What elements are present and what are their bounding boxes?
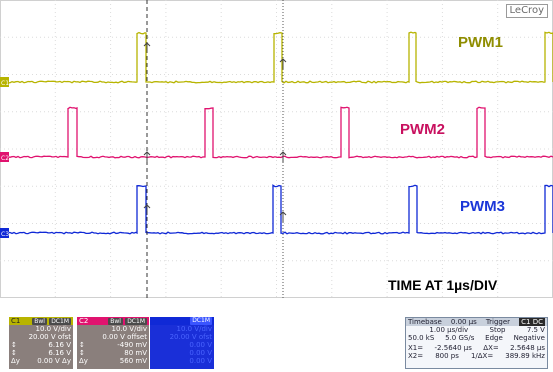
c3-row: 20.00 V ofst xyxy=(169,333,212,341)
waveform-plot: C1 C2 C3 xyxy=(0,0,553,298)
pwm1-label: PWM1 xyxy=(458,34,503,51)
c2-info-panel[interactable]: C2 Bwl DC1M 10.0 V/div 0.00 V offset ↕ -4… xyxy=(77,317,149,369)
c1-row: ↕ 6.16 V xyxy=(11,341,71,349)
c2-row: ↕ -490 mV xyxy=(79,341,147,349)
c1-row: 10.0 V/div xyxy=(35,325,72,333)
cursor-marker xyxy=(143,42,151,53)
oscilloscope-display: C1 C2 C3 LeCroy PWM1 PWM2 PWM3 TIME AT 1µs… xyxy=(0,0,553,298)
timebase-trigger-panel[interactable]: Timebase 0.00 µs Trigger C1 DC 1.00 µs/d… xyxy=(405,317,548,369)
c3-info-panel[interactable]: DC1M 10.0 V/div 20.00 V ofst 0.00 V 0.00… xyxy=(150,317,214,369)
pwm2-label: PWM2 xyxy=(400,121,445,138)
timebase-row: 50.0 kS 5.0 GS/s Edge Negative xyxy=(408,334,545,342)
cursor-marker xyxy=(279,151,287,162)
cursor-marker xyxy=(279,58,287,69)
pwm2-waveform xyxy=(0,106,553,159)
trace-tag-label: C1 xyxy=(1,80,9,87)
c2-row: 10.0 V/div xyxy=(111,325,148,333)
trace-tag-marker xyxy=(0,152,9,162)
timebase-header-row: Timebase 0.00 µs Trigger C1 DC xyxy=(406,318,547,326)
c3-tag-coupling: DC1M xyxy=(190,317,212,325)
pwm3-waveform xyxy=(0,184,553,235)
trigger-source: C1 DC xyxy=(519,318,545,326)
trigger-label: Trigger xyxy=(485,318,511,326)
c1-title: C1 xyxy=(11,317,21,325)
time-scale-label: TIME AT 1µs/DIV xyxy=(388,277,498,293)
timebase-label: Timebase xyxy=(408,318,442,326)
channel-trace-tags: C1 C2 C3 xyxy=(0,77,9,238)
c2-row: 0.00 V offset xyxy=(102,333,147,341)
cursor-readout-row: X1= -2.5640 µs ΔX= 2.5648 µs xyxy=(408,344,545,352)
trace-tag-label: C3 xyxy=(1,231,9,238)
cursor-marker xyxy=(143,204,151,215)
c2-row: Δy 560 mV xyxy=(79,357,147,365)
c2-tag-bwl: Bwl xyxy=(108,317,123,325)
c1-row: 20.00 V ofst xyxy=(28,333,71,341)
c1-tag-coupling: DC1M xyxy=(49,317,71,325)
cursor-marker xyxy=(143,151,151,162)
c2-row: ↕ 80 mV xyxy=(79,349,147,357)
timebase-delay: 0.00 µs xyxy=(450,318,477,326)
cursor-readout-row: X2= 800 ps 1/ΔX= 389.89 kHz xyxy=(408,352,545,360)
c1-info-panel[interactable]: C1 Bwl DC1M 10.0 V/div 20.00 V ofst ↕ 6.1… xyxy=(9,317,73,369)
c2-tag-coupling: DC1M xyxy=(125,317,147,325)
c3-row: 0.00 V xyxy=(189,349,212,357)
c1-row: Δy 0.00 V Δy xyxy=(11,357,71,365)
c2-title: C2 xyxy=(79,317,89,325)
c1-row: ↕ 6.16 V xyxy=(11,349,71,357)
trace-tag-label: C2 xyxy=(1,155,9,162)
timebase-row: 1.00 µs/div Stop 7.5 V xyxy=(429,326,545,334)
graticule-grid xyxy=(0,0,553,298)
c3-row: 10.0 V/div xyxy=(176,325,213,333)
cursor-lines xyxy=(143,0,287,298)
c1-tag-bwl: Bwl xyxy=(32,317,47,325)
pwm3-label: PWM3 xyxy=(460,198,505,215)
cursor-marker xyxy=(279,211,287,222)
brand-logo: LeCroy xyxy=(505,4,548,18)
trace-tag-marker xyxy=(0,77,9,87)
c3-row: 0.00 V xyxy=(189,357,212,365)
c3-row: 0.00 V xyxy=(189,341,212,349)
waveform-traces xyxy=(0,31,553,235)
pwm1-waveform xyxy=(0,31,553,84)
trace-tag-marker xyxy=(0,228,9,238)
